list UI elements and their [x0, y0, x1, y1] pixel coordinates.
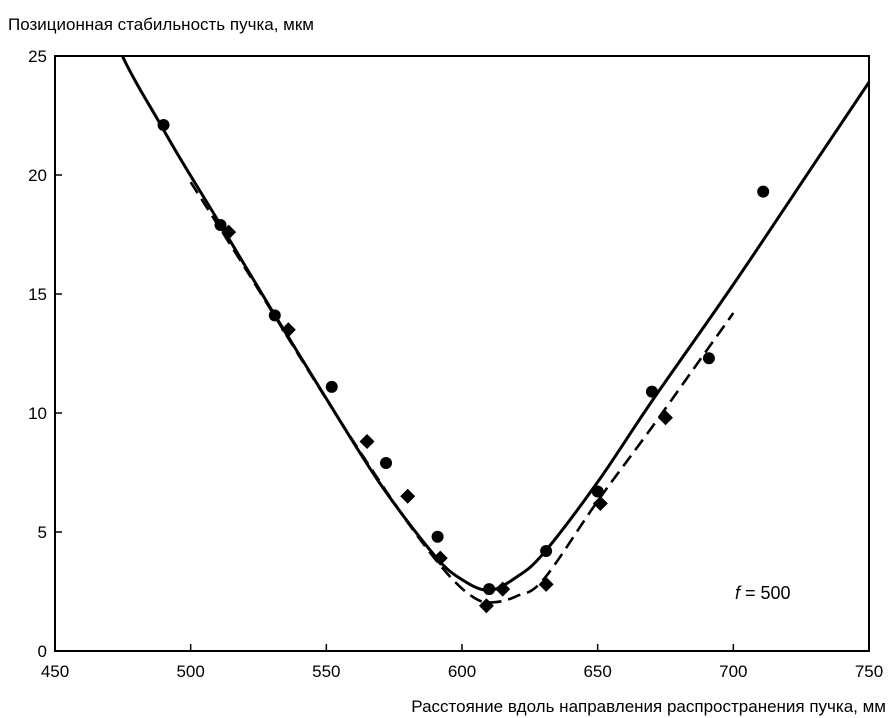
- x-tick-label: 500: [176, 662, 204, 681]
- circle-data-point: [214, 218, 227, 231]
- diamond-data-point: [221, 224, 237, 240]
- y-tick-label: 15: [28, 285, 47, 304]
- x-tick-label: 600: [448, 662, 476, 681]
- fit-curves: [120, 56, 869, 604]
- circle-data-point: [268, 309, 281, 322]
- diamond-data-point: [658, 410, 673, 426]
- x-tick-label: 700: [719, 662, 747, 681]
- circle-data-point: [380, 456, 393, 469]
- axis-ticks: 450 500 550 600 650 700 750 0 5 10 15 20 25: [28, 47, 883, 681]
- circle-data-point: [540, 545, 553, 558]
- circle-data-point: [757, 185, 770, 198]
- data-markers: [157, 119, 770, 614]
- diamond-data-point: [538, 576, 554, 592]
- annotation-value: = 500: [740, 583, 791, 603]
- circle-data-point: [591, 485, 604, 498]
- x-axis-title: Расстояние вдоль направления распростран…: [411, 697, 886, 716]
- circle-data-point: [483, 583, 496, 596]
- diamond-data-point: [280, 322, 296, 338]
- diamond-data-point: [478, 598, 494, 614]
- circle-data-point: [431, 530, 444, 543]
- y-tick-label: 10: [28, 404, 47, 423]
- parameter-annotation: f = 500: [735, 583, 791, 603]
- y-tick-label: 20: [28, 166, 47, 185]
- diamond-data-point: [495, 581, 511, 597]
- solid-fit-curve: [120, 56, 869, 592]
- circle-data-point: [157, 119, 170, 132]
- diamond-data-point: [400, 488, 416, 504]
- x-tick-label: 750: [855, 662, 883, 681]
- x-tick-label: 450: [41, 662, 69, 681]
- annotation-symbol: f: [735, 583, 742, 603]
- diamond-data-point: [432, 550, 448, 566]
- y-tick-label: 0: [38, 642, 47, 661]
- y-tick-label: 5: [38, 523, 47, 542]
- y-tick-label: 25: [28, 47, 47, 66]
- x-tick-label: 650: [583, 662, 611, 681]
- circle-data-point: [325, 380, 338, 393]
- circle-data-point: [645, 385, 658, 398]
- x-tick-label: 550: [312, 662, 340, 681]
- dashed-fit-curve: [189, 181, 735, 604]
- diamond-data-point: [592, 495, 608, 511]
- circle-data-point: [702, 352, 715, 365]
- diamond-data-point: [359, 434, 375, 450]
- plot-frame: [54, 55, 870, 652]
- y-axis-title: Позиционная стабильность пучка, мкм: [8, 15, 314, 34]
